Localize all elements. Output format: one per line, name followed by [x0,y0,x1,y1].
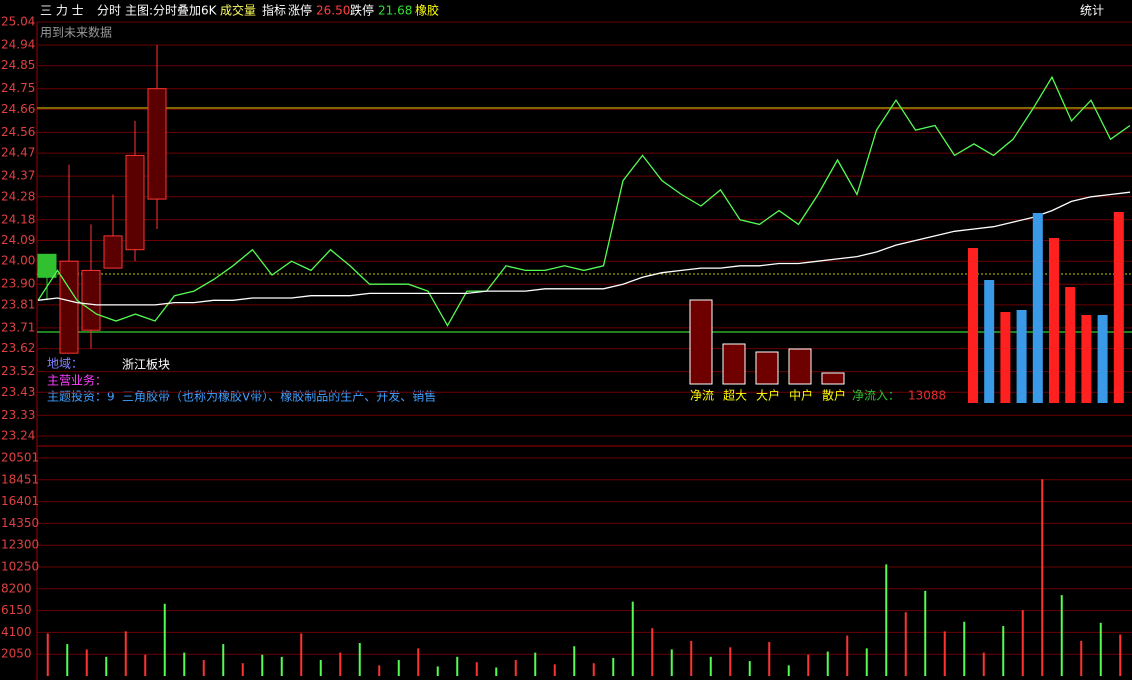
sector: 橡胶 [415,3,439,18]
y-tick-label: 23.33 [1,408,35,422]
y-tick-label: 18451 [1,472,39,486]
y-tick-label: 23.81 [1,297,35,311]
flow-bar [722,343,746,385]
side-bar [1032,213,1043,403]
side-bar [1065,287,1076,403]
board: 浙江板块 [122,358,170,372]
volume-tab[interactable]: 成交量 [220,3,256,18]
side-bar [968,248,978,403]
y-tick-label: 23.43 [1,385,35,399]
candle-body [147,88,167,200]
side-bar [1016,310,1027,403]
y-tick-label: 24.37 [1,169,35,183]
y-tick-label: 23.52 [1,364,35,378]
flow-total: 13088 [908,389,946,403]
stats[interactable]: 统计 [1080,4,1104,18]
side-bar [1000,312,1011,403]
flow-total-label: 净流入： [852,389,900,403]
y-tick-label: 24.66 [1,102,35,116]
region: 地域： [47,357,83,371]
price-line [37,75,1131,327]
limit-down-label: 跌停 [350,3,374,18]
y-tick-label: 23.71 [1,320,35,334]
note: 用到未来数据 [40,25,112,40]
y-tick-label: 16401 [1,494,39,508]
flow-bar [821,372,845,385]
y-tick-label: 24.85 [1,58,35,72]
y-tick-label: 24.09 [1,233,35,247]
y-tick-label: 24.28 [1,189,35,203]
main-chart[interactable]: 主图:分时叠加6K [125,4,218,18]
y-tick-label: 24.47 [1,146,35,160]
y-tick-label: 4100 [1,625,32,639]
side-bar [1097,315,1108,403]
y-tick-label: 23.62 [1,341,35,355]
y-tick-label: 24.75 [1,81,35,95]
y-tick-label: 14350 [1,516,39,530]
side-bar [1081,315,1092,403]
y-tick-label: 24.94 [1,38,35,52]
flow-bar [755,351,779,385]
limit-up-label: 涨停 [288,3,312,18]
mode[interactable]: 分时 [97,4,121,18]
flow-label: 净流 [690,389,714,403]
y-tick-label: 24.18 [1,212,35,226]
y-tick-label: 20501 [1,451,39,465]
limit-down: 21.68 [378,4,412,18]
price-line [37,191,1131,306]
y-tick-label: 23.24 [1,429,35,443]
flow-label: 超大 [723,388,747,403]
candle-body [125,154,145,251]
candle-body [103,235,123,269]
side-bar [984,280,995,403]
y-tick-label: 2050 [1,647,32,661]
flow-bar [788,348,812,385]
y-tick-label: 8200 [1,581,32,595]
y-tick-label: 24.00 [1,254,35,268]
theme: 主题投资：9 [47,389,115,404]
y-tick-label: 23.90 [1,277,35,291]
description: 三角胶带（也称为橡胶V带）、橡胶制品的生产、开发、销售 [122,389,436,404]
business: 主营业务： [47,373,107,388]
stock-name: 三 力 士 [40,4,84,18]
flow-bar [689,299,713,385]
candle-body [59,260,79,354]
y-tick-label: 25.04 [1,15,35,29]
y-tick-label: 12300 [1,538,39,552]
y-tick-label: 10250 [1,560,39,574]
side-bar [1113,212,1124,403]
y-tick-label: 6150 [1,603,32,617]
side-bar [1049,238,1059,403]
candle-body [81,269,101,331]
limit-up: 26.50 [316,4,350,18]
flow-label: 中户 [789,388,813,403]
flow-label: 大户 [756,388,780,403]
candle-body [37,253,57,278]
indicator[interactable]: 指标 [262,3,286,18]
y-tick-label: 24.56 [1,125,35,139]
flow-label: 散户 [822,388,846,403]
